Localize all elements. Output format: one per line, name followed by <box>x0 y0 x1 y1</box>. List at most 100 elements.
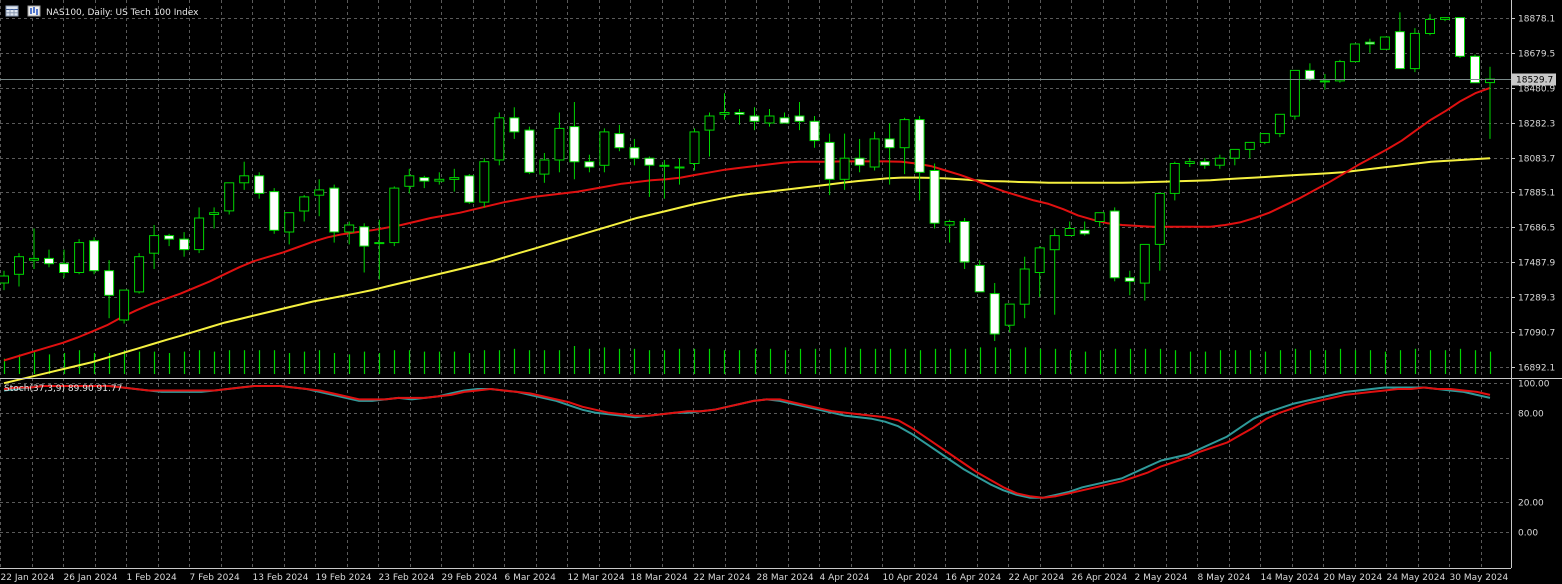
candle <box>44 249 54 268</box>
candle-body-bearish <box>614 133 625 149</box>
candle <box>164 233 175 247</box>
candle <box>284 212 295 245</box>
candle-body-bullish <box>239 175 250 184</box>
candle <box>1259 133 1270 145</box>
x-tick-label: 22 Apr 2024 <box>1009 573 1065 583</box>
candle-body-bullish <box>74 242 85 274</box>
candle-body-bullish <box>434 178 445 182</box>
candle-body-bullish <box>944 221 955 226</box>
candle <box>179 232 190 257</box>
candle <box>1139 243 1150 301</box>
candle <box>419 175 430 189</box>
stochastic-layer <box>3 385 1491 499</box>
candle-body-bearish <box>104 270 115 296</box>
candle <box>1319 73 1330 90</box>
candle-body-bearish <box>509 117 520 133</box>
x-tick-label: 6 Mar 2024 <box>505 573 557 583</box>
candle <box>599 128 610 173</box>
candle-body-bullish <box>224 182 235 212</box>
candle <box>1244 141 1255 159</box>
stoch-y-tick-label: 20.00 <box>1518 499 1544 509</box>
candle-body-bullish <box>554 127 565 161</box>
candles-layer <box>0 12 1495 341</box>
candle-body-bearish <box>59 263 69 274</box>
grid-table-icon[interactable] <box>5 5 19 17</box>
candle <box>254 172 265 199</box>
candle-body-bullish <box>149 235 160 254</box>
candle <box>839 133 850 190</box>
candle-body-bullish <box>194 217 205 251</box>
candle <box>764 109 775 127</box>
candle <box>1184 158 1195 167</box>
candle-body-bearish <box>1109 210 1120 279</box>
y-tick-label: 18480.9 <box>1518 85 1555 95</box>
x-tick-label: 22 Jan 2024 <box>1 573 55 583</box>
candle <box>869 131 880 171</box>
grid-layer <box>0 0 1511 568</box>
candle <box>344 221 355 245</box>
candle-body-bullish <box>1049 235 1060 251</box>
x-tick-label: 7 Feb 2024 <box>190 573 241 583</box>
x-tick-label: 1 Feb 2024 <box>127 573 178 583</box>
candle-body-bearish <box>779 117 790 124</box>
candle-body-bullish <box>1440 17 1450 20</box>
candle-body-bullish <box>374 242 385 245</box>
candle <box>824 133 835 196</box>
candle <box>389 186 400 247</box>
candle-body-bullish <box>1425 18 1435 34</box>
candle-body-bearish <box>89 240 100 272</box>
candle <box>29 228 39 269</box>
candle-body-bearish <box>629 147 640 159</box>
candle <box>944 219 955 243</box>
y-tick-label: 18679.5 <box>1518 50 1555 60</box>
stoch-y-tick-label: 80.00 <box>1518 410 1544 420</box>
candle <box>1034 246 1045 298</box>
candle-body-bearish <box>1470 55 1480 84</box>
candle-body-bullish <box>1334 61 1345 82</box>
y-tick-label: 17487.9 <box>1518 259 1555 269</box>
candle-body-bearish <box>824 141 835 180</box>
candle-body-bullish <box>704 115 715 131</box>
candle <box>899 117 910 175</box>
y-tick-label: 17686.5 <box>1518 224 1555 234</box>
y-tick-label: 17289.3 <box>1518 294 1555 304</box>
x-tick-label: 14 May 2024 <box>1261 573 1320 583</box>
x-tick-label: 29 Feb 2024 <box>442 573 498 583</box>
candle-body-bullish <box>14 256 24 275</box>
candle <box>584 154 595 173</box>
candle-body-bearish <box>974 264 985 293</box>
candle <box>494 112 505 166</box>
stoch-y-tick-label: 0.00 <box>1518 529 1538 539</box>
candle-body-bullish <box>1019 268 1030 305</box>
candle-body-bearish <box>1394 31 1405 70</box>
candle-body-bearish <box>1124 277 1135 282</box>
candle <box>614 124 625 152</box>
candle-body-bearish <box>734 112 745 115</box>
candle <box>74 239 85 275</box>
x-tick-label: 26 Jan 2024 <box>64 573 118 583</box>
candle <box>1455 17 1465 58</box>
candle-body-bearish <box>959 221 970 263</box>
candle <box>1079 221 1090 236</box>
candle <box>194 207 205 254</box>
candle <box>554 112 565 173</box>
candle <box>509 107 520 139</box>
candle-body-bullish <box>719 112 730 115</box>
candle-body-bullish <box>494 117 505 161</box>
x-tick-label: 18 Mar 2024 <box>631 573 688 583</box>
candle-body-bullish <box>1034 247 1045 273</box>
x-tick-label: 30 May 2024 <box>1450 573 1509 583</box>
candle-body-bullish <box>674 166 685 169</box>
chart-bars-icon[interactable] <box>27 5 41 17</box>
candle <box>1229 148 1240 166</box>
candle-body-bullish <box>29 257 39 261</box>
candle <box>434 172 445 185</box>
candle-body-bullish <box>449 177 460 180</box>
candle <box>404 168 415 194</box>
candle-body-bearish <box>1364 41 1375 45</box>
candle <box>1349 43 1360 63</box>
chart-header: NAS100, Daily: US Tech 100 Index <box>5 5 199 18</box>
candle-body-bearish <box>179 238 190 251</box>
x-tick-label: 13 Feb 2024 <box>253 573 309 583</box>
